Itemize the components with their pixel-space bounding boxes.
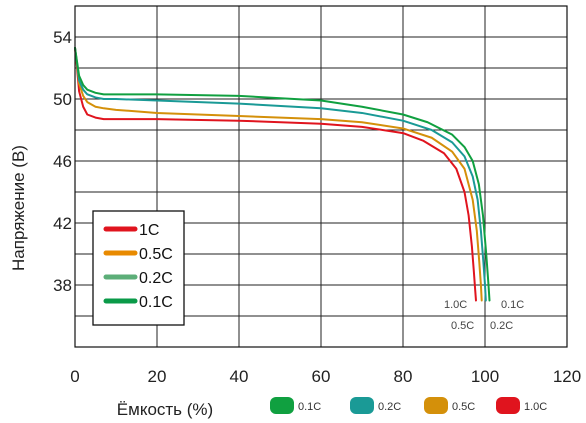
x-tick-label: 100 <box>471 367 499 386</box>
legend-label-0-2C: 0.2C <box>139 270 173 287</box>
y-tick-label: 54 <box>53 28 72 47</box>
x-tick-label: 120 <box>553 367 581 386</box>
y-tick-label: 50 <box>53 90 72 109</box>
x-axis-title: Ёмкость (%) <box>117 400 213 419</box>
plot-frame <box>74 5 568 348</box>
x-tick-label: 80 <box>394 367 413 386</box>
legend-label-1C: 1C <box>139 222 159 239</box>
series-line-0-5C <box>74 46 483 302</box>
x-tick-labels: 0 20 40 60 80 100 120 <box>70 367 581 386</box>
bottom-legend-swatch-0-1C <box>270 397 294 414</box>
bottom-legend-label-0-5C: 0.5C <box>452 401 475 413</box>
legend: 1C 0.5C 0.2C 0.1C <box>92 210 185 326</box>
bottom-legend-swatch-0-2C <box>350 397 374 414</box>
bottom-legend-label-0-2C: 0.2C <box>378 401 401 413</box>
x-tick-label: 60 <box>312 367 331 386</box>
y-tick-label: 42 <box>53 214 72 233</box>
y-tick-label: 38 <box>53 276 72 295</box>
bottom-legend: 0.1C 0.2C 0.5C 1.0C <box>270 397 547 414</box>
annotation-0-1c: 0.1C <box>501 299 524 311</box>
legend-label-0-1C: 0.1C <box>139 294 173 311</box>
bottom-legend-swatch-0-5C <box>424 397 448 414</box>
legend-label-0-5C: 0.5C <box>139 246 173 263</box>
bottom-legend-label-0-1C: 0.1C <box>298 401 321 413</box>
bottom-legend-swatch-1-0C <box>496 397 520 414</box>
annotation-0-5c: 0.5C <box>451 320 474 332</box>
curve-end-annotations: 1.0C 0.1C 0.5C 0.2C <box>444 299 524 332</box>
annotation-0-2c: 0.2C <box>490 320 513 332</box>
y-axis-title: Напряжение (В) <box>9 145 28 271</box>
x-tick-label: 40 <box>230 367 249 386</box>
series-line-0-1C <box>74 46 491 302</box>
bottom-legend-label-1-0C: 1.0C <box>524 401 547 413</box>
x-tick-label: 0 <box>70 367 79 386</box>
series-line-0-2C <box>74 46 487 302</box>
x-tick-label: 20 <box>148 367 167 386</box>
annotation-1c: 1.0C <box>444 299 467 311</box>
y-tick-label: 46 <box>53 152 72 171</box>
series-lines <box>74 46 491 302</box>
y-tick-labels: 54 50 46 42 38 <box>53 28 72 295</box>
series-line-1C <box>74 46 477 302</box>
